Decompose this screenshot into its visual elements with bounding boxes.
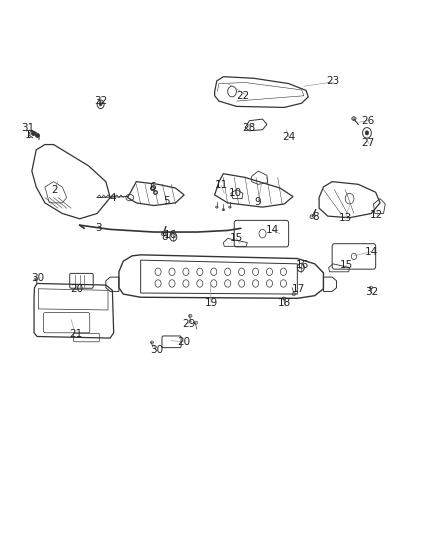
- Text: 8: 8: [161, 232, 167, 243]
- Text: 30: 30: [150, 345, 163, 356]
- Ellipse shape: [283, 297, 286, 300]
- Text: 31: 31: [21, 123, 34, 133]
- Text: 24: 24: [282, 132, 295, 142]
- Text: 14: 14: [265, 225, 279, 236]
- Text: 6: 6: [149, 182, 156, 192]
- Text: 1: 1: [25, 130, 32, 140]
- Text: 15: 15: [339, 261, 353, 270]
- Text: 16: 16: [296, 261, 309, 270]
- Text: 9: 9: [255, 197, 261, 207]
- Text: 22: 22: [237, 91, 250, 101]
- Ellipse shape: [35, 278, 38, 280]
- Text: 29: 29: [182, 319, 195, 329]
- Text: 32: 32: [365, 287, 378, 297]
- Text: 30: 30: [31, 273, 44, 283]
- Text: 11: 11: [215, 180, 228, 190]
- Text: 20: 20: [70, 284, 83, 294]
- Text: 23: 23: [326, 76, 339, 86]
- Ellipse shape: [215, 206, 218, 208]
- Text: 2: 2: [51, 184, 58, 195]
- Text: 5: 5: [163, 196, 170, 206]
- Text: 28: 28: [242, 123, 255, 133]
- Text: 32: 32: [94, 96, 107, 106]
- Text: 8: 8: [312, 212, 319, 222]
- Text: 18: 18: [278, 297, 291, 308]
- Circle shape: [365, 131, 369, 135]
- Ellipse shape: [194, 321, 198, 324]
- Text: 19: 19: [205, 297, 218, 308]
- Text: 15: 15: [230, 233, 243, 244]
- Ellipse shape: [222, 209, 225, 211]
- Ellipse shape: [369, 286, 373, 289]
- Ellipse shape: [310, 215, 314, 219]
- Text: 12: 12: [370, 209, 383, 220]
- Text: 27: 27: [362, 139, 375, 149]
- Ellipse shape: [229, 206, 231, 208]
- Ellipse shape: [162, 232, 166, 236]
- Ellipse shape: [188, 314, 192, 317]
- Text: 17: 17: [292, 284, 305, 294]
- Text: 26: 26: [361, 116, 374, 126]
- Ellipse shape: [150, 341, 153, 344]
- Text: 10: 10: [229, 188, 242, 198]
- Text: 4: 4: [109, 192, 116, 203]
- Text: 16: 16: [164, 230, 177, 240]
- Text: 20: 20: [178, 337, 191, 347]
- Text: 13: 13: [339, 213, 352, 223]
- Text: 14: 14: [365, 247, 378, 257]
- Circle shape: [99, 103, 102, 106]
- Text: 3: 3: [95, 223, 101, 233]
- Text: 21: 21: [69, 329, 82, 339]
- Ellipse shape: [292, 293, 296, 296]
- Ellipse shape: [352, 117, 356, 120]
